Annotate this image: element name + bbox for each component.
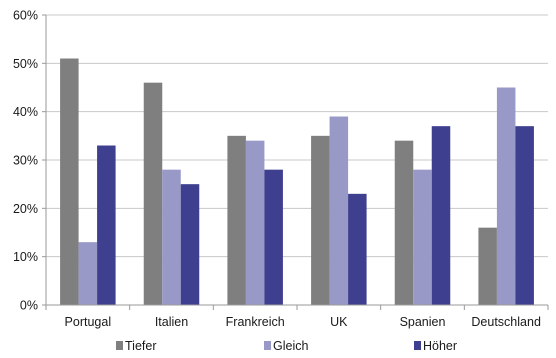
legend-label: Gleich [273, 339, 308, 353]
legend-swatch [116, 341, 123, 350]
legend-label: Höher [423, 339, 457, 353]
y-tick-label: 60% [13, 9, 38, 23]
y-tick-labels: 0% 10% 20% 30% 40% 50% 60% [13, 9, 38, 313]
x-category-label: Portugal [65, 315, 112, 329]
legend-label: Tiefer [125, 339, 157, 353]
bar-tiefer-italien [143, 82, 163, 306]
bar-tiefer-frankreich [227, 135, 246, 305]
y-tick-label: 40% [13, 105, 38, 119]
x-category-label: Frankreich [226, 315, 285, 329]
bar-h-her-portugal [97, 145, 116, 305]
y-tick-label: 30% [13, 154, 38, 168]
x-category-label: Deutschland [471, 315, 541, 329]
legend-swatch [264, 341, 271, 350]
x-category-labels: Portugal Italien Frankreich UK Spanien Deutsc… [65, 315, 541, 329]
bar-tiefer-uk [311, 135, 330, 305]
y-tick-label: 10% [13, 250, 38, 264]
y-tick-label: 50% [13, 57, 38, 71]
bar-gleich-frankreich [245, 140, 265, 305]
bar-gleich-portugal [78, 242, 98, 305]
legend: Tiefer Gleich Höher [116, 339, 457, 353]
bar-gleich-italien [162, 169, 181, 305]
bar-h-her-italien [180, 184, 200, 305]
bars-group [60, 58, 534, 306]
bar-tiefer-spanien [394, 140, 414, 305]
axes [42, 14, 549, 310]
y-tick-label: 0% [20, 299, 38, 313]
bar-tiefer-portugal [60, 58, 79, 305]
legend-swatch [414, 341, 421, 350]
bar-tiefer-deutschland [478, 227, 497, 305]
bar-h-her-frankreich [264, 169, 283, 305]
bar-h-her-uk [348, 193, 367, 305]
y-tick-label: 20% [13, 202, 38, 216]
bar-gleich-uk [329, 116, 349, 305]
bar-h-her-spanien [431, 126, 451, 306]
x-category-label: UK [330, 315, 348, 329]
bar-gleich-deutschland [496, 87, 516, 305]
x-category-label: Spanien [400, 315, 446, 329]
gridlines [46, 14, 548, 258]
x-category-label: Italien [155, 315, 188, 329]
bar-gleich-spanien [413, 169, 432, 305]
bar-h-her-deutschland [515, 126, 534, 306]
